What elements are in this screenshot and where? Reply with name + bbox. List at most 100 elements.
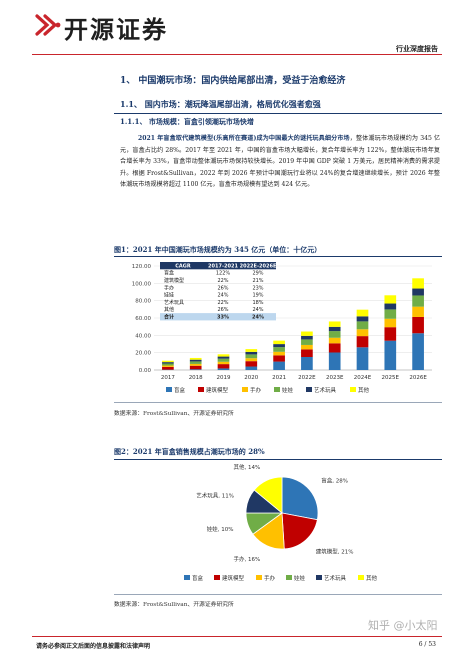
legend-swatch <box>306 387 312 392</box>
bar-segment <box>189 361 202 364</box>
x-tick-label: 2021 <box>272 375 286 381</box>
legend-swatch <box>286 575 292 580</box>
bar-segment <box>356 316 369 322</box>
pie-slice <box>253 476 283 514</box>
figure1-title: 图1：2021 年中国潮玩市场规模约为 345 亿元（单位：十亿元） <box>114 245 322 254</box>
cagr-table-cell: 合计 <box>163 314 174 321</box>
cagr-header-cell: CAGR <box>175 263 191 269</box>
cagr-table-cell: 22% <box>217 300 228 306</box>
legend-swatch <box>166 387 172 392</box>
logo-text: 开源证券 <box>64 16 168 44</box>
x-tick-label: 2023E <box>326 375 344 381</box>
bar-segment <box>217 368 230 370</box>
bar-segment <box>273 355 285 362</box>
bar-segment <box>189 369 202 370</box>
bar-segment <box>301 331 313 336</box>
x-tick-label: 2017 <box>161 375 175 381</box>
x-tick-label: 2026E <box>409 375 427 381</box>
y-tick-label: 40.00 <box>135 333 151 339</box>
legend-label: 艺术玩具 <box>324 574 347 582</box>
cagr-table-cell: 其他 <box>164 306 174 313</box>
pie-slice-label: 其他, 14% <box>234 463 261 471</box>
cagr-table-cell: 娃娃 <box>164 292 174 299</box>
cagr-total-bg <box>160 313 276 321</box>
figure2-source: 数据来源：Frost&Sullivan、开源证券研究所 <box>114 602 234 608</box>
cagr-table-cell: 24% <box>252 307 263 313</box>
bar-segment <box>301 339 313 345</box>
legend-label: 其他 <box>358 386 370 394</box>
x-tick-label: 2020 <box>244 375 258 381</box>
x-tick-label: 2025E <box>382 375 400 381</box>
bar-segment <box>412 295 424 307</box>
figure1-bottom-rule <box>114 402 442 403</box>
bar-segment <box>356 321 369 330</box>
bar-segment <box>217 364 230 369</box>
bar-segment <box>245 349 258 352</box>
bar-segment <box>245 351 258 355</box>
subsection-heading: 1.1、 国内市场：潮玩降温尾部出清，格局优化强者愈强 <box>120 99 321 109</box>
cagr-header-cell: 2017-2021 <box>208 263 238 269</box>
legend-label: 建筑模型 <box>222 574 245 582</box>
bar-segment <box>162 365 174 367</box>
legend-label: 盲盒 <box>192 574 204 582</box>
bar-segment <box>356 336 369 348</box>
bar-segment <box>384 295 397 304</box>
bar-segment <box>412 316 424 334</box>
y-tick-label: 0.00 <box>139 368 152 374</box>
cagr-table-cell: 24% <box>252 315 264 321</box>
y-tick-label: 80.00 <box>135 299 151 305</box>
figure2-top-rule <box>114 459 442 460</box>
footer-divider <box>32 636 442 637</box>
cagr-table-cell: 122% <box>216 271 231 277</box>
legend-swatch <box>274 387 280 392</box>
header-divider <box>32 54 442 55</box>
legend-swatch <box>350 387 356 392</box>
bar-segment <box>356 309 369 317</box>
x-tick-label: 2022E <box>298 375 316 381</box>
bar-segment <box>412 278 424 289</box>
bar-segment <box>328 331 341 338</box>
pie-slice-label: 建筑模型, 21% <box>316 547 354 555</box>
legend-label: 娃娃 <box>294 574 306 582</box>
bar-segment <box>189 363 202 366</box>
sub-subsection-heading: 1.1.1、 市场规模：盲盒引领潮玩市场快增 <box>120 117 254 126</box>
cagr-table-cell: 手办 <box>164 284 174 291</box>
bar-segment <box>273 344 285 348</box>
bar-segment <box>328 321 341 327</box>
y-tick-label: 120.00 <box>132 264 152 270</box>
section-heading: 1、 中国潮玩市场：国内供给尾部出清，受益于治愈经济 <box>120 76 346 86</box>
cagr-table-cell: 18% <box>252 300 263 306</box>
legend-label: 建筑模型 <box>206 386 229 394</box>
kaiyuan-logo-icon <box>35 14 61 36</box>
legend-swatch <box>358 575 364 580</box>
cagr-header-cell: 2022E-2026E <box>240 263 277 269</box>
bar-segment <box>301 344 313 350</box>
cagr-table-cell: 29% <box>252 271 263 277</box>
figure1-top-rule <box>114 256 442 257</box>
cagr-table-cell: 19% <box>252 293 263 299</box>
bar-segment <box>273 361 285 370</box>
cagr-table-cell: 盲盒 <box>164 270 174 277</box>
cagr-table-cell: 23% <box>252 285 263 291</box>
figure2-title: 图2：2021 年盲盒销售规模占潮玩市场的 28% <box>114 447 265 456</box>
figure2-bottom-rule <box>114 594 442 595</box>
legend-swatch <box>214 575 220 580</box>
legend-swatch <box>256 575 262 580</box>
pie-slice <box>281 476 319 521</box>
legend-label: 盲盒 <box>174 386 186 394</box>
bar-segment <box>217 361 230 365</box>
pie-slice-label: 盲盒, 28% <box>321 476 348 484</box>
bar-segment <box>384 318 397 328</box>
bar-segment <box>384 327 397 341</box>
bar-segment <box>245 366 258 370</box>
bar-segment <box>412 288 424 296</box>
legend-swatch <box>198 387 204 392</box>
bar-segment <box>273 351 285 356</box>
legend-label: 手办 <box>250 386 262 394</box>
bar-segment <box>328 337 341 344</box>
cagr-table-cell: 33% <box>217 315 229 321</box>
bar-segment <box>162 362 174 364</box>
subsection-divider <box>114 113 442 114</box>
cagr-table-cell: 艺术玩具 <box>164 299 184 306</box>
legend-label: 其他 <box>366 574 378 582</box>
